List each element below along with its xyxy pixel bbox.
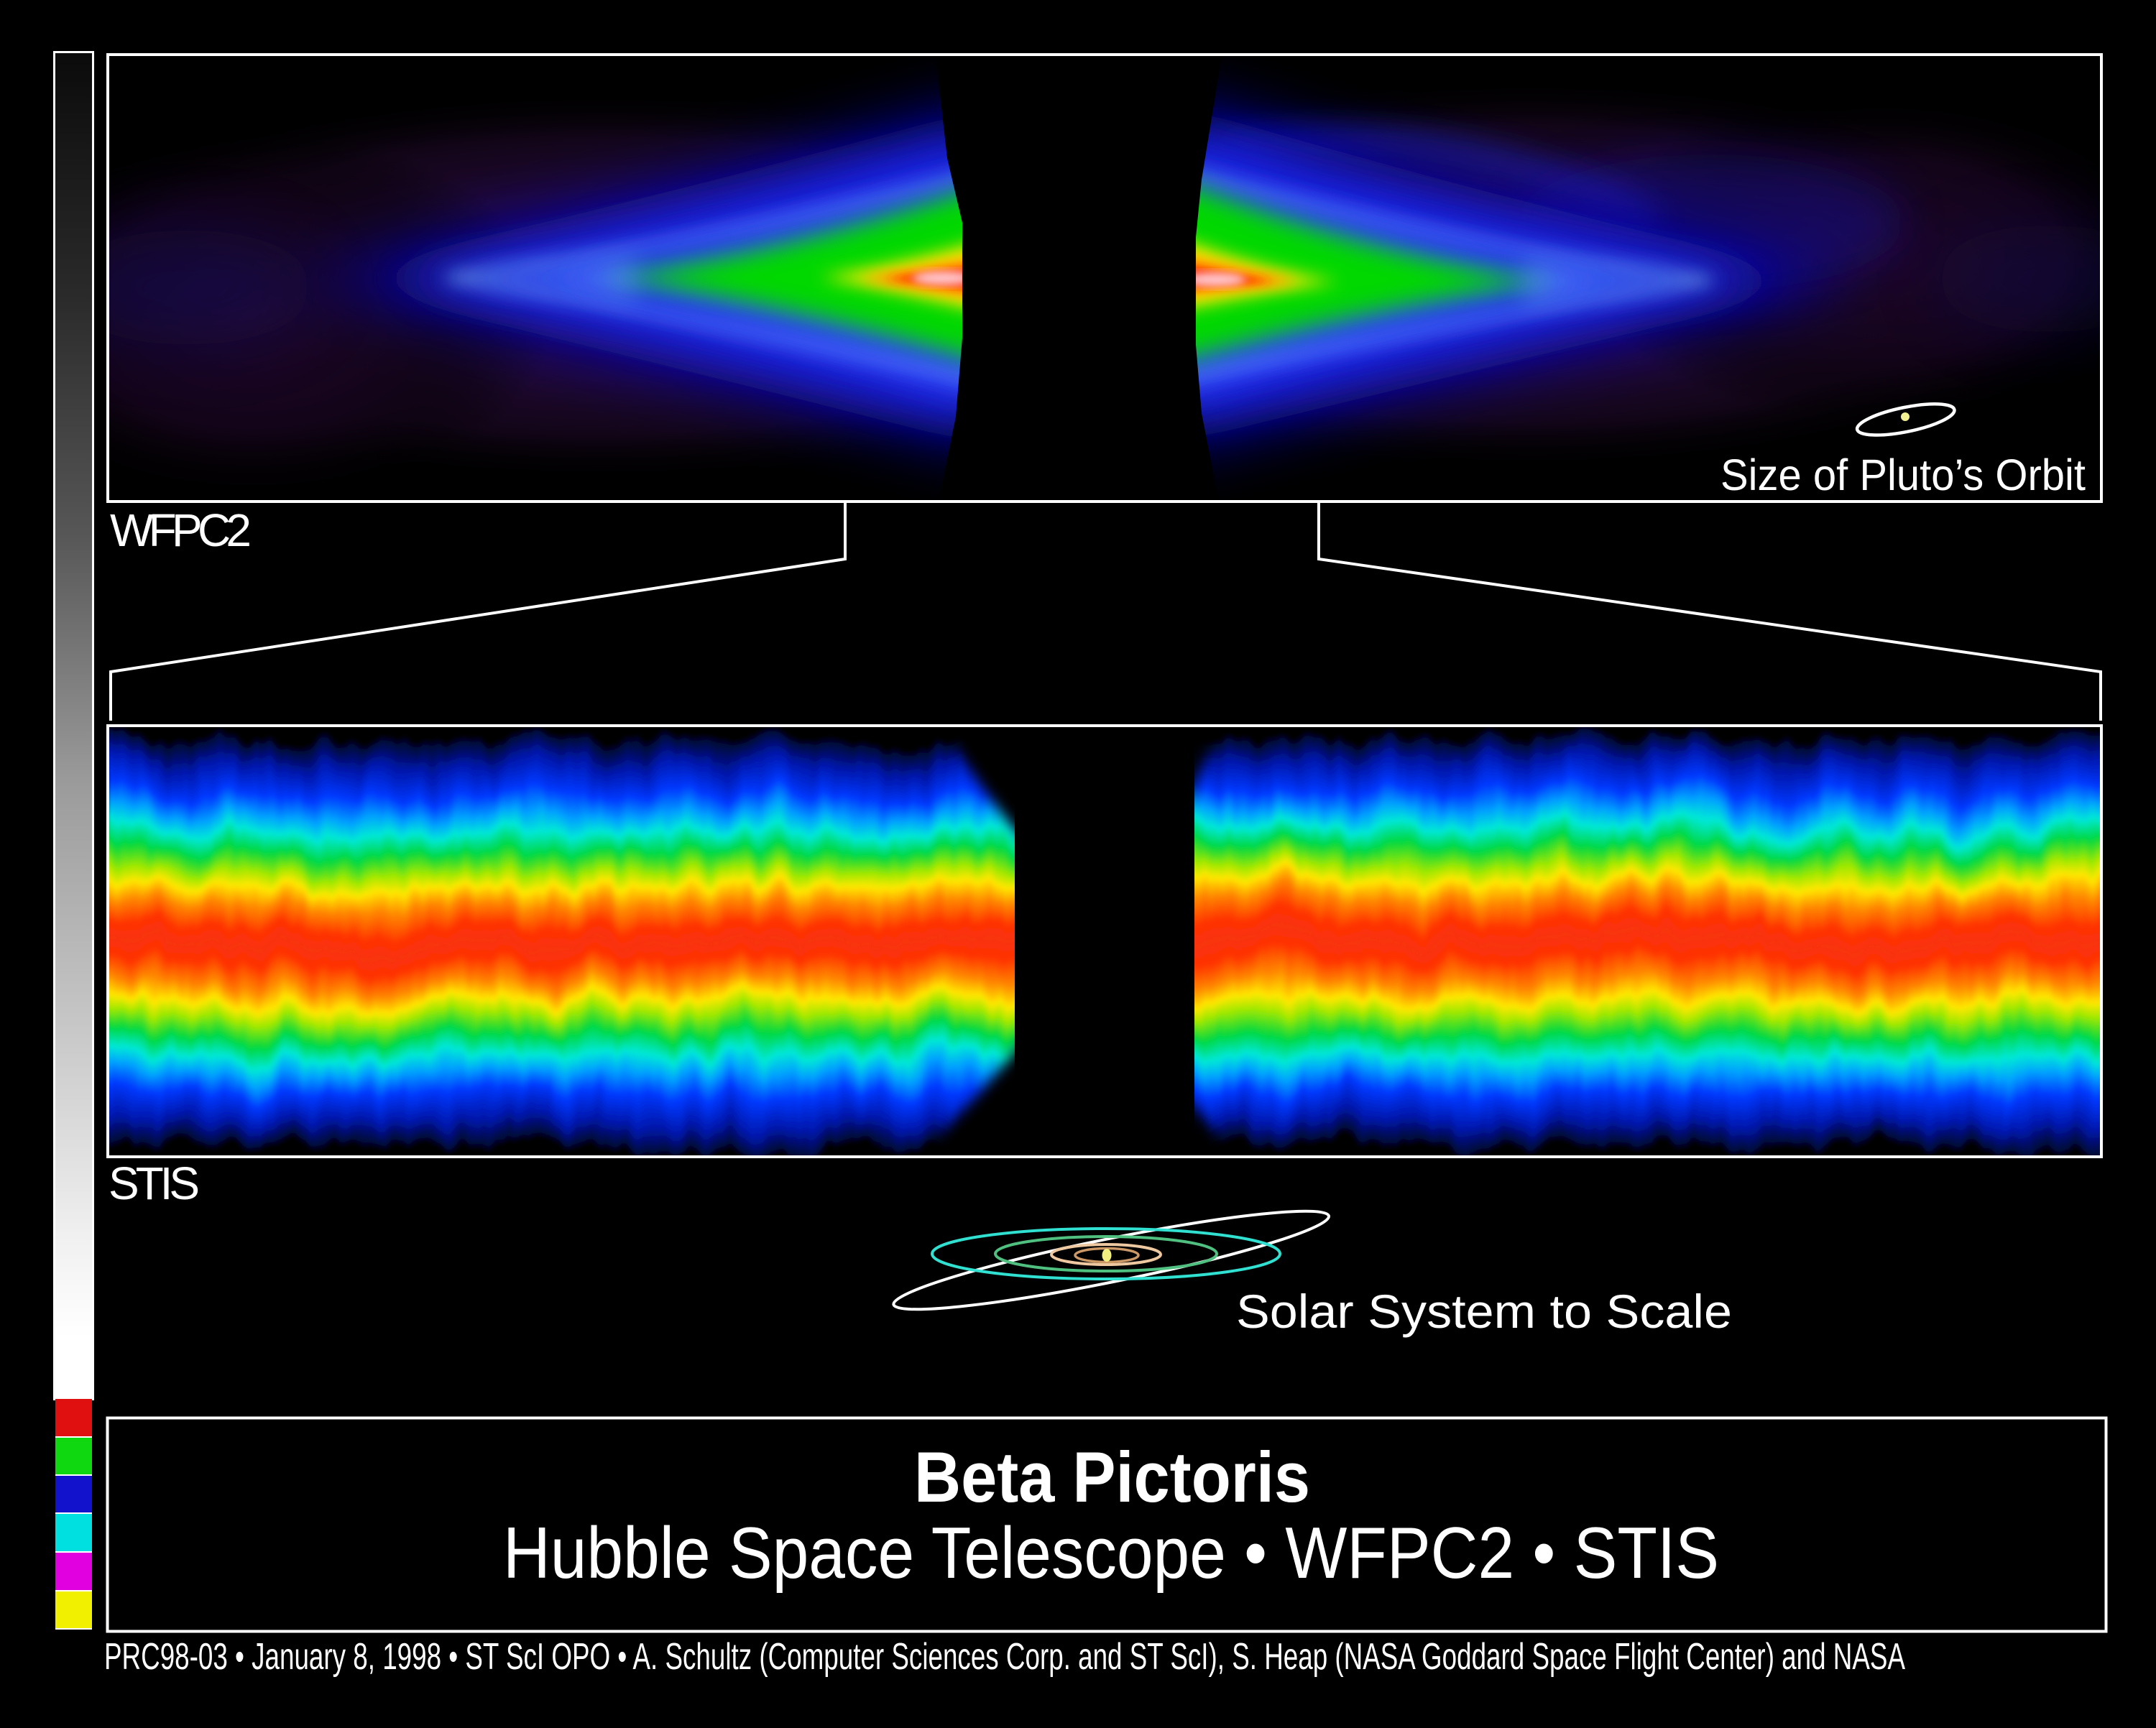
svg-text:STIS: STIS: [109, 1158, 200, 1209]
svg-text:PRC98-03 • January 8, 1998 • S: PRC98-03 • January 8, 1998 • ST ScI OPO …: [104, 1636, 1905, 1678]
svg-text:Solar System to Scale: Solar System to Scale: [1236, 1285, 1732, 1338]
svg-text:Beta Pictoris: Beta Pictoris: [914, 1437, 1310, 1517]
svg-text:Size of Pluto’s Orbit: Size of Pluto’s Orbit: [1720, 451, 2086, 499]
svg-text:Hubble Space Telescope • WFPC2: Hubble Space Telescope • WFPC2 • STIS: [503, 1513, 1719, 1594]
svg-text:WFPC2: WFPC2: [110, 504, 252, 556]
